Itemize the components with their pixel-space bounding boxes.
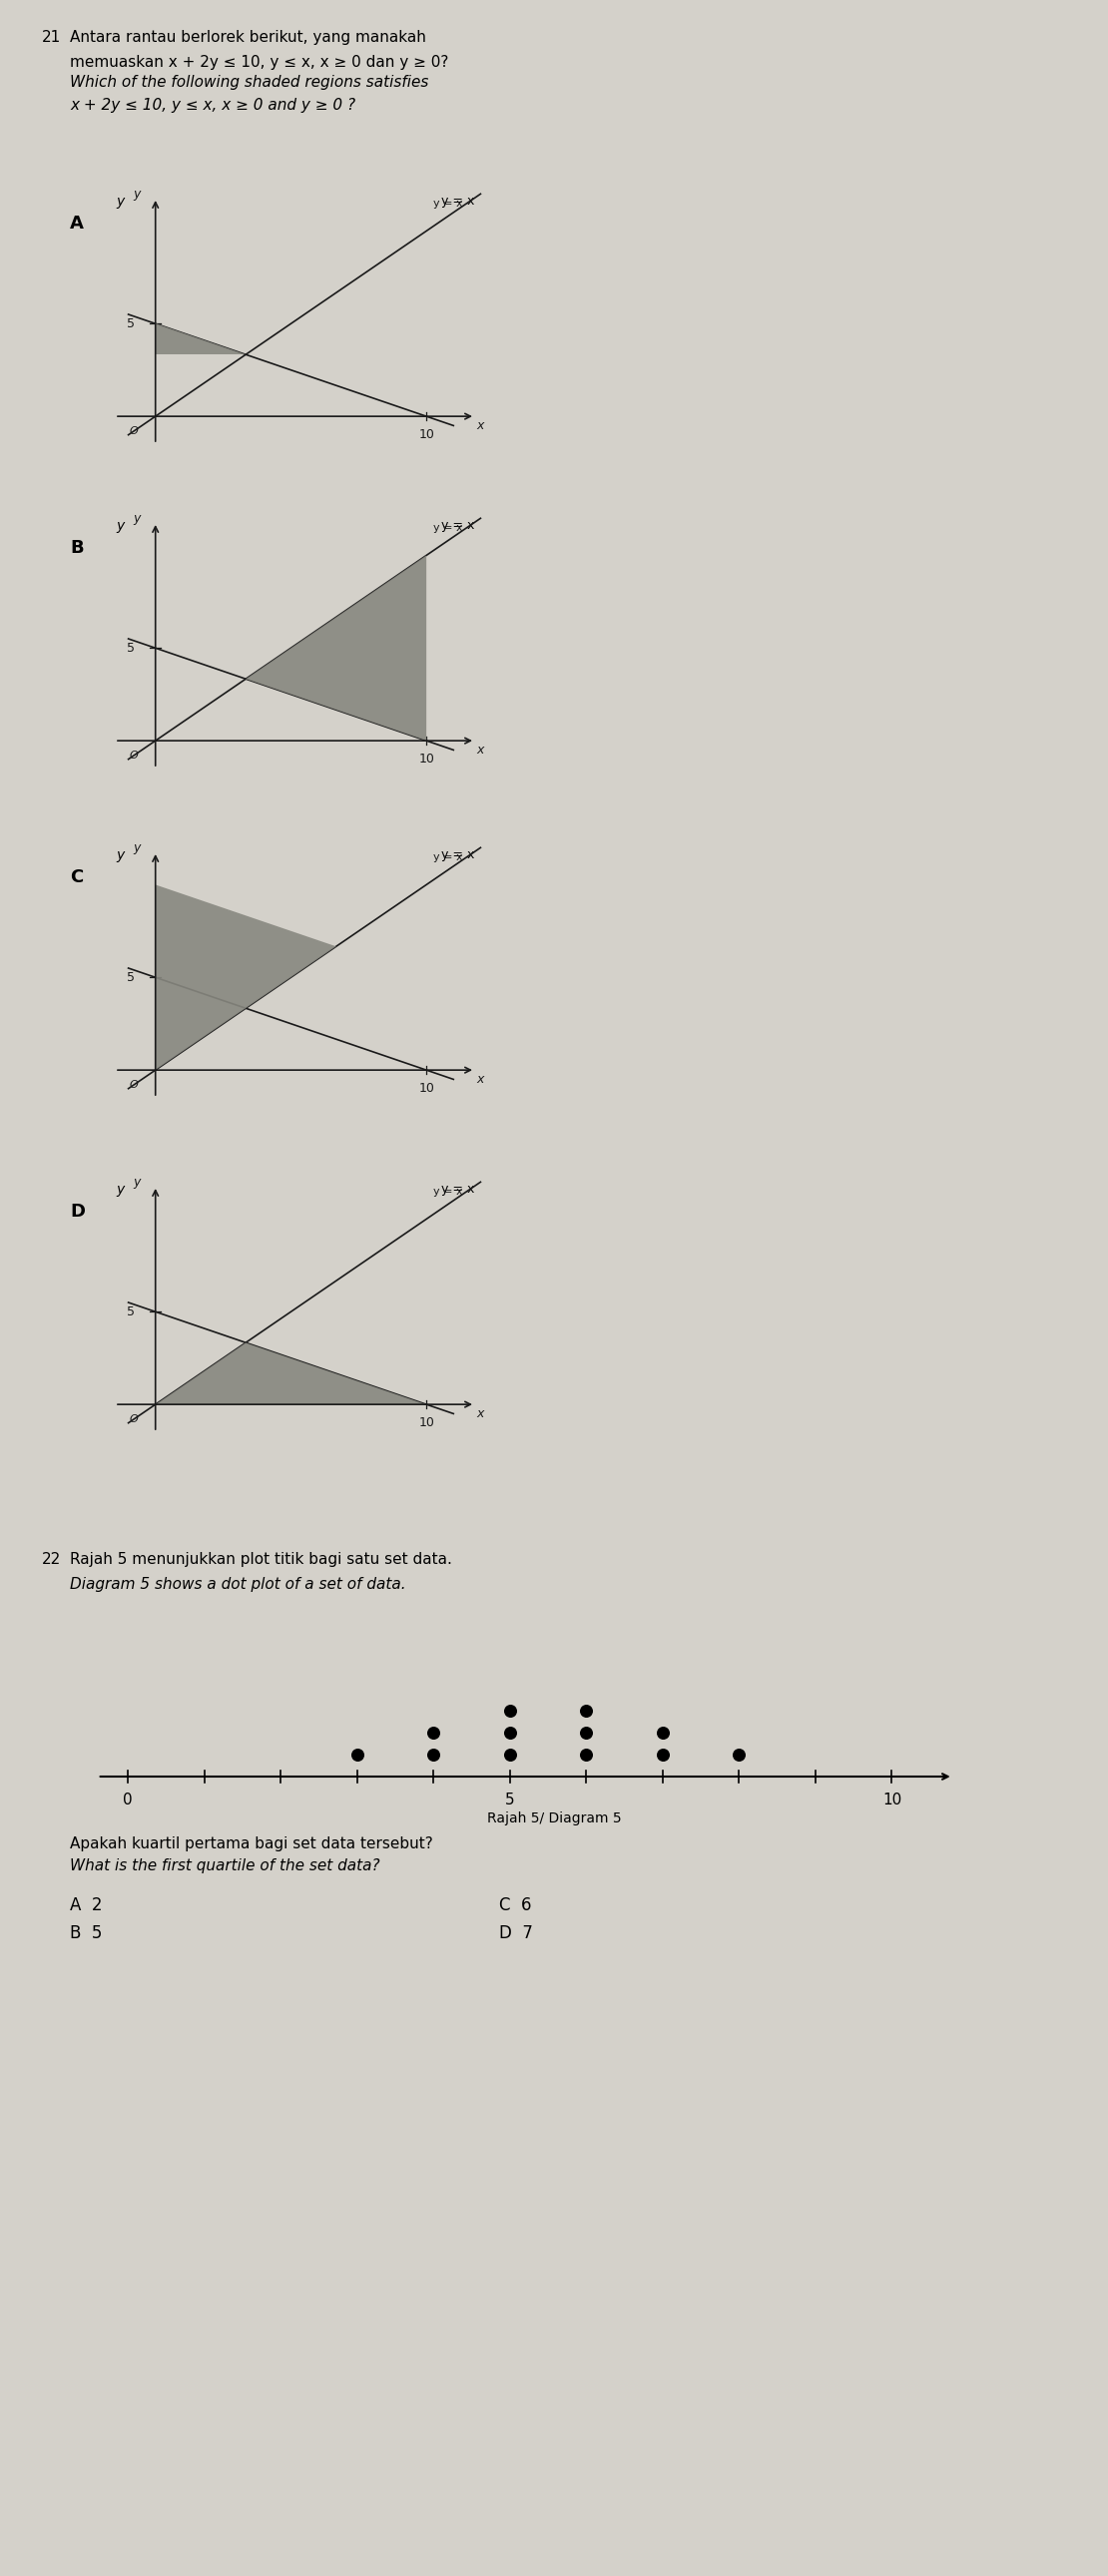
Text: 10: 10 [419, 752, 434, 765]
Text: y: y [115, 518, 124, 533]
Text: Rajah 5/ Diagram 5: Rajah 5/ Diagram 5 [486, 1811, 622, 1826]
Polygon shape [155, 325, 246, 355]
Text: C  6: C 6 [499, 1896, 532, 1914]
Point [424, 1713, 442, 1754]
Polygon shape [155, 884, 336, 1069]
Polygon shape [155, 1342, 427, 1404]
Text: B  5: B 5 [70, 1924, 102, 1942]
Text: O: O [130, 1414, 138, 1425]
Text: 5: 5 [127, 1306, 135, 1319]
Text: B: B [70, 538, 83, 556]
Point [348, 1734, 366, 1775]
Text: y: y [115, 848, 124, 863]
Text: What is the first quartile of the set data?: What is the first quartile of the set da… [70, 1857, 380, 1873]
Text: 5: 5 [127, 641, 135, 654]
Text: 10: 10 [419, 1417, 434, 1430]
Text: y: y [133, 1175, 140, 1188]
Point [501, 1734, 519, 1775]
Text: O: O [130, 425, 138, 435]
Text: y = x: y = x [433, 1188, 463, 1195]
Text: y = x: y = x [441, 1182, 474, 1195]
Text: O: O [130, 750, 138, 760]
Text: x: x [476, 1406, 484, 1419]
Text: Apakah kuartil pertama bagi set data tersebut?: Apakah kuartil pertama bagi set data ter… [70, 1837, 433, 1852]
Text: y: y [133, 188, 140, 201]
Text: y = x: y = x [441, 518, 474, 533]
Point [577, 1734, 595, 1775]
Text: x + 2y ≤ 10, y ≤ x, x ≥ 0 and y ≥ 0 ?: x + 2y ≤ 10, y ≤ x, x ≥ 0 and y ≥ 0 ? [70, 98, 356, 113]
Text: A  2: A 2 [70, 1896, 102, 1914]
Text: 5: 5 [127, 971, 135, 984]
Text: O: O [130, 1079, 138, 1090]
Text: y: y [133, 513, 140, 526]
Text: Diagram 5 shows a dot plot of a set of data.: Diagram 5 shows a dot plot of a set of d… [70, 1577, 406, 1592]
Text: y: y [115, 1182, 124, 1198]
Text: A: A [70, 214, 84, 232]
Text: Antara rantau berlorek berikut, yang manakah: Antara rantau berlorek berikut, yang man… [70, 31, 427, 44]
Point [501, 1690, 519, 1731]
Text: D: D [70, 1203, 85, 1221]
Text: 22: 22 [42, 1551, 61, 1566]
Text: 21: 21 [42, 31, 61, 44]
Point [654, 1713, 671, 1754]
Text: 10: 10 [419, 1082, 434, 1095]
Text: y = x: y = x [441, 196, 474, 209]
Point [424, 1734, 442, 1775]
Text: D  7: D 7 [499, 1924, 533, 1942]
Text: y = x: y = x [441, 848, 474, 860]
Text: 5: 5 [127, 317, 135, 330]
Text: 0: 0 [123, 1793, 133, 1808]
Text: x: x [476, 744, 484, 757]
Text: 10: 10 [419, 428, 434, 440]
Text: 10: 10 [882, 1793, 902, 1808]
Point [654, 1734, 671, 1775]
Text: x: x [476, 420, 484, 433]
Point [577, 1713, 595, 1754]
Text: 5: 5 [505, 1793, 515, 1808]
Text: y: y [133, 842, 140, 855]
Text: y = x: y = x [433, 853, 463, 863]
Text: Which of the following shaded regions satisfies: Which of the following shaded regions sa… [70, 75, 429, 90]
Text: x: x [476, 1072, 484, 1087]
Polygon shape [246, 556, 427, 742]
Text: C: C [70, 868, 83, 886]
Point [577, 1690, 595, 1731]
Text: y = x: y = x [433, 198, 463, 209]
Point [730, 1734, 748, 1775]
Text: y = x: y = x [433, 523, 463, 533]
Point [501, 1713, 519, 1754]
Text: y: y [115, 196, 124, 209]
Text: Rajah 5 menunjukkan plot titik bagi satu set data.: Rajah 5 menunjukkan plot titik bagi satu… [70, 1551, 452, 1566]
Text: memuaskan x + 2y ≤ 10, y ≤ x, x ≥ 0 dan y ≥ 0?: memuaskan x + 2y ≤ 10, y ≤ x, x ≥ 0 dan … [70, 54, 449, 70]
